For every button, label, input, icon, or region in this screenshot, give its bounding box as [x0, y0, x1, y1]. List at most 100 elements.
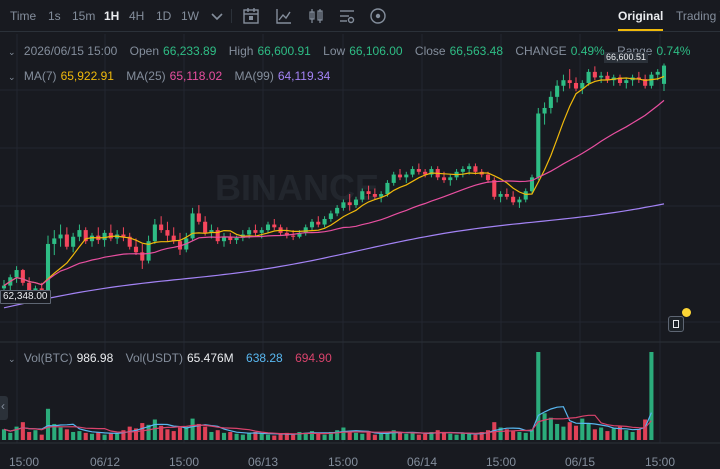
calendar-icon[interactable] — [241, 6, 261, 26]
candle-body — [159, 224, 164, 231]
volume-bar — [567, 422, 572, 440]
x-axis-tick: 15:00 — [486, 455, 516, 469]
volume-bar — [341, 427, 346, 440]
candle-body — [89, 235, 95, 242]
volume-bar — [209, 431, 214, 440]
ma99-label: MA(99) — [234, 69, 274, 83]
range-value: 0.74% — [656, 44, 691, 58]
notification-dot — [682, 308, 691, 317]
volume-bar — [171, 431, 176, 440]
volume-bar — [605, 431, 610, 440]
interval-15m[interactable]: 15m — [72, 9, 96, 23]
candle-body — [203, 221, 208, 233]
interval-4h[interactable]: 4H — [129, 9, 145, 23]
candle-body — [71, 236, 76, 247]
candle-body — [429, 169, 434, 175]
low-price-marker: 62,348.00 — [0, 290, 51, 304]
volume-bar — [177, 427, 183, 440]
ma-legend: ⌄ MA(7) 65,922.91 MA(25) 65,118.02 MA(99) 6… — [8, 69, 339, 85]
scroll-left-handle[interactable] — [0, 396, 8, 420]
volume-bar — [96, 431, 101, 440]
interval-1s[interactable]: 1s — [48, 9, 61, 23]
volume-bar — [203, 426, 208, 440]
candle-body — [624, 80, 629, 83]
chevron-down-icon[interactable] — [207, 6, 227, 26]
volume-bar — [247, 432, 252, 440]
tab-original[interactable]: Original — [618, 9, 664, 31]
candle-body — [529, 177, 535, 192]
candlestick-icon[interactable] — [306, 6, 326, 26]
x-axis: 15:00 06/12 15:00 06/13 15:00 06/14 15:00 06/15… — [9, 455, 675, 469]
volume-bar — [33, 430, 38, 440]
volume-bar — [45, 408, 51, 440]
candle-body — [127, 236, 132, 247]
candle-body — [328, 213, 333, 219]
candle-body — [291, 235, 296, 237]
volume-bar — [611, 428, 616, 440]
open-label: Open — [129, 44, 160, 58]
ma99-line — [3, 203, 665, 309]
volume-bar — [309, 431, 315, 440]
drawing-tools-icon[interactable] — [368, 6, 388, 26]
candle-body — [460, 169, 465, 172]
volume-bar — [127, 426, 132, 440]
x-axis-tick: 15:00 — [9, 455, 39, 469]
volume-bar — [133, 428, 139, 440]
ma99-value: 64,119.34 — [277, 69, 331, 83]
candle-body — [636, 77, 641, 80]
candle-date: 2026/06/15 15:00 — [23, 44, 118, 58]
volume-bar — [58, 427, 63, 440]
candle-body — [573, 82, 579, 89]
price-chart[interactable]: BINANCE 15:00 06/12 15:00 06/13 15:00 06/14 15… — [0, 32, 720, 469]
candle-body — [133, 246, 139, 253]
volume-bar — [385, 432, 390, 440]
volume-bar — [423, 433, 428, 440]
candle-body — [410, 169, 415, 175]
chevron-down-icon[interactable]: ⌄ — [8, 47, 16, 57]
ma25-line — [3, 99, 665, 287]
interval-1h[interactable]: 1H — [104, 9, 120, 23]
chevron-down-icon[interactable]: ⌄ — [8, 72, 16, 82]
volume-bar — [586, 423, 591, 440]
volume-bar — [555, 423, 560, 440]
candle-body — [146, 241, 151, 261]
volume-bar — [234, 433, 239, 440]
volume-bar — [416, 434, 421, 440]
line-chart-icon[interactable] — [274, 6, 294, 26]
change-value: 0.49% — [570, 44, 605, 58]
candle-body — [209, 230, 214, 233]
notes-icon[interactable] — [668, 316, 684, 332]
volume-bar — [64, 429, 69, 440]
ma7-value: 65,922.91 — [60, 69, 114, 83]
vol-btc-value: 986.98 — [76, 351, 114, 365]
volume-bar — [536, 352, 541, 440]
volume-bar — [504, 429, 509, 440]
candle-body — [152, 224, 157, 242]
chevron-down-icon[interactable]: ⌄ — [8, 354, 16, 364]
interval-1d[interactable]: 1D — [156, 9, 172, 23]
ma25-label: MA(25) — [126, 69, 166, 83]
volume-bar — [228, 431, 233, 440]
volume-bar — [561, 426, 566, 440]
chart-toolbar: Time 1s 15m 1H 4H 1D 1W Original Trading… — [0, 0, 720, 32]
candle-body — [190, 213, 195, 239]
candle-body — [561, 80, 566, 86]
tab-trading-view[interactable]: Trading View — [676, 9, 720, 23]
candle-body — [14, 270, 19, 278]
candle-body — [511, 196, 516, 203]
volume-bar — [240, 434, 245, 440]
high-price-marker: 66,600.51 — [604, 52, 649, 63]
volume-bar — [265, 434, 271, 440]
candle-body — [492, 180, 497, 197]
indicator-settings-icon[interactable] — [337, 6, 357, 26]
volume-bar — [448, 433, 453, 440]
interval-1w[interactable]: 1W — [181, 9, 199, 23]
interval-time[interactable]: Time — [10, 9, 37, 23]
volume-bar — [636, 429, 641, 440]
candle-body — [542, 107, 547, 114]
volume-bar — [83, 432, 88, 440]
candle-body — [379, 194, 384, 197]
volume-bar — [404, 433, 409, 440]
candle-body — [52, 238, 57, 244]
volume-bar — [284, 432, 289, 440]
